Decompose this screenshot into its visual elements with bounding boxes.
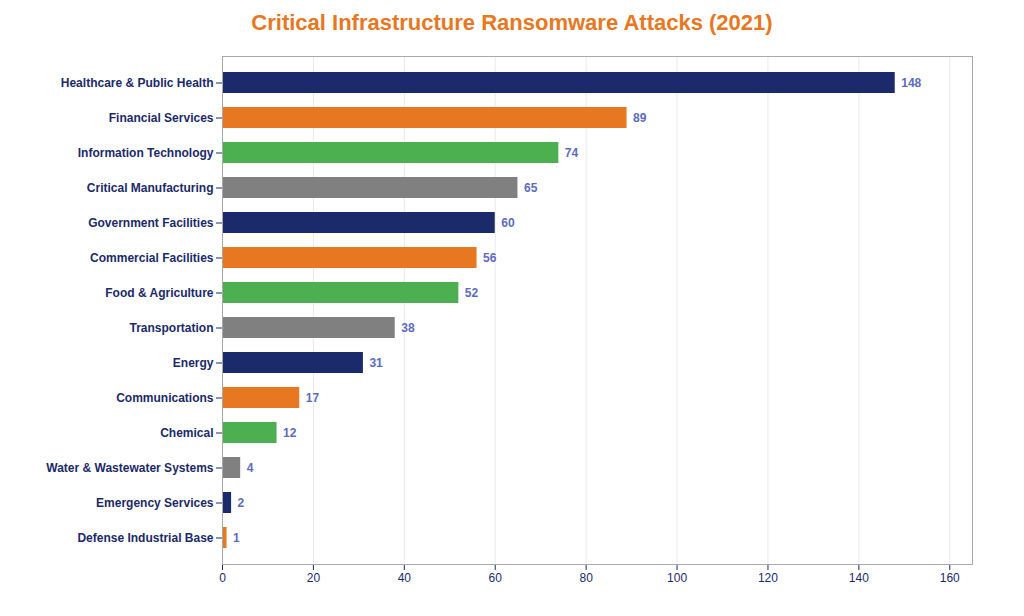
svg-text:100: 100 (667, 571, 687, 585)
svg-text:Government Facilities: Government Facilities (88, 216, 214, 230)
svg-text:60: 60 (501, 216, 515, 230)
svg-text:74: 74 (565, 146, 579, 160)
svg-text:Chemical: Chemical (160, 426, 213, 440)
svg-text:Emergency Services: Emergency Services (96, 496, 214, 510)
svg-text:Defense Industrial Base: Defense Industrial Base (77, 531, 213, 545)
svg-text:148: 148 (901, 76, 921, 90)
svg-text:Water & Wastewater Systems: Water & Wastewater Systems (46, 461, 214, 475)
svg-text:140: 140 (849, 571, 869, 585)
svg-text:17: 17 (306, 391, 320, 405)
svg-text:Financial Services: Financial Services (109, 111, 214, 125)
svg-text:40: 40 (398, 571, 412, 585)
svg-text:80: 80 (579, 571, 593, 585)
svg-text:20: 20 (307, 571, 321, 585)
svg-text:52: 52 (465, 286, 479, 300)
svg-text:31: 31 (369, 356, 383, 370)
svg-text:Healthcare & Public Health: Healthcare & Public Health (61, 76, 214, 90)
html-text:Critical Infrastructure Ransom: Critical Infrastructure Ransomware Attac… (251, 10, 773, 35)
svg-text:Communications: Communications (116, 391, 214, 405)
svg-text:12: 12 (283, 426, 297, 440)
svg-text:2: 2 (238, 496, 245, 510)
svg-text:1: 1 (233, 531, 240, 545)
svg-text:160: 160 (940, 571, 960, 585)
svg-text:Information Technology: Information Technology (78, 146, 214, 160)
svg-text:Food & Agriculture: Food & Agriculture (105, 286, 214, 300)
svg-text:89: 89 (633, 111, 647, 125)
svg-text:120: 120 (758, 571, 778, 585)
svg-text:56: 56 (483, 251, 497, 265)
svg-text:60: 60 (489, 571, 503, 585)
svg-text:0: 0 (219, 571, 226, 585)
svg-text:4: 4 (247, 461, 254, 475)
svg-text:65: 65 (524, 181, 538, 195)
svg-text:Transportation: Transportation (129, 321, 213, 335)
svg-text:Critical Manufacturing: Critical Manufacturing (87, 181, 214, 195)
svg-text:Energy: Energy (173, 356, 214, 370)
svg-text:38: 38 (401, 321, 415, 335)
svg-text:Commercial Facilities: Commercial Facilities (90, 251, 214, 265)
